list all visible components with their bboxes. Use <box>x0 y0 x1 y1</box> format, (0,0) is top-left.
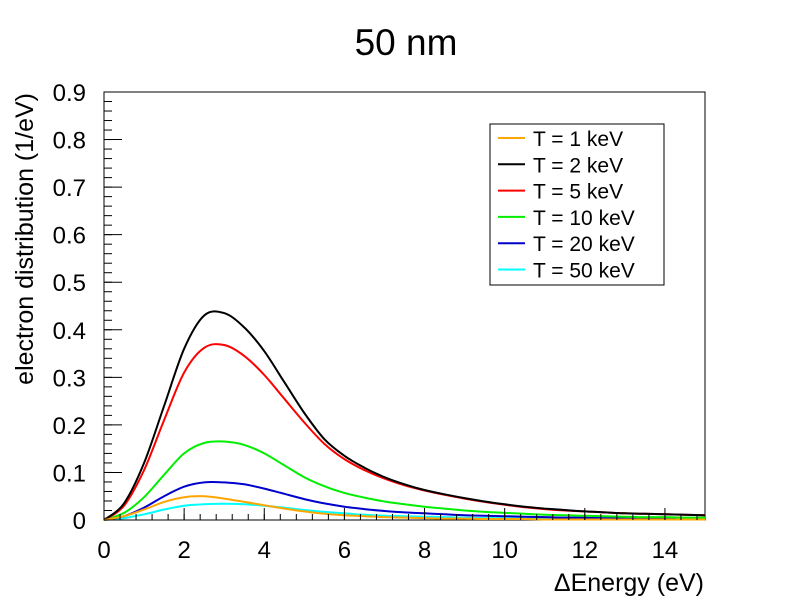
x-axis: 0 2 4 6 8 10 12 14 <box>97 508 698 564</box>
y-tick-label: 0.1 <box>53 460 86 487</box>
x-tick-label: 4 <box>258 537 271 564</box>
series-line <box>103 481 705 521</box>
legend-box <box>489 123 665 286</box>
y-tick-label: 0.8 <box>53 128 86 155</box>
plot-frame <box>103 91 706 521</box>
legend: T = 1 keV T = 2 keV T = 5 keV T = 10 keV T =… <box>489 123 665 286</box>
x-tick-label: 8 <box>418 537 431 564</box>
series-layer <box>103 310 706 521</box>
x-tick-label: 12 <box>571 537 598 564</box>
series-line <box>103 495 705 521</box>
legend-label: T = 10 keV <box>533 207 635 230</box>
y-tick-label: 0 <box>73 508 86 535</box>
legend-label: T = 20 keV <box>533 233 635 256</box>
x-tick-label: 6 <box>338 537 351 564</box>
y-tick-label: 0.2 <box>53 413 86 440</box>
legend-label: T = 2 keV <box>533 154 623 177</box>
series-line <box>103 310 706 521</box>
x-tick-label: 0 <box>97 537 110 564</box>
y-tick-label: 0.3 <box>53 365 86 392</box>
y-tick-label: 0.7 <box>53 175 86 202</box>
x-tick-label: 10 <box>491 537 518 564</box>
y-axis: 0 0.1 0.2 0.3 0.4 0.5 0.6 0.7 0.8 0.9 <box>53 80 122 535</box>
legend-label: T = 5 keV <box>533 181 623 204</box>
x-tick-label: 2 <box>177 537 190 564</box>
x-axis-title: ΔEnergy (eV) <box>554 569 704 597</box>
y-tick-label: 0.6 <box>53 223 86 250</box>
y-tick-label: 0.4 <box>53 318 86 345</box>
y-tick-label: 0.9 <box>53 80 86 107</box>
series-line <box>103 440 706 521</box>
chart-title: 50 nm <box>355 22 458 63</box>
y-axis-title: electron distribution (1/eV) <box>11 93 39 385</box>
series-line <box>103 343 706 521</box>
legend-label: T = 50 keV <box>533 260 635 283</box>
x-tick-label: 14 <box>652 537 679 564</box>
legend-label: T = 1 keV <box>533 128 623 151</box>
y-tick-label: 0.5 <box>53 270 86 297</box>
